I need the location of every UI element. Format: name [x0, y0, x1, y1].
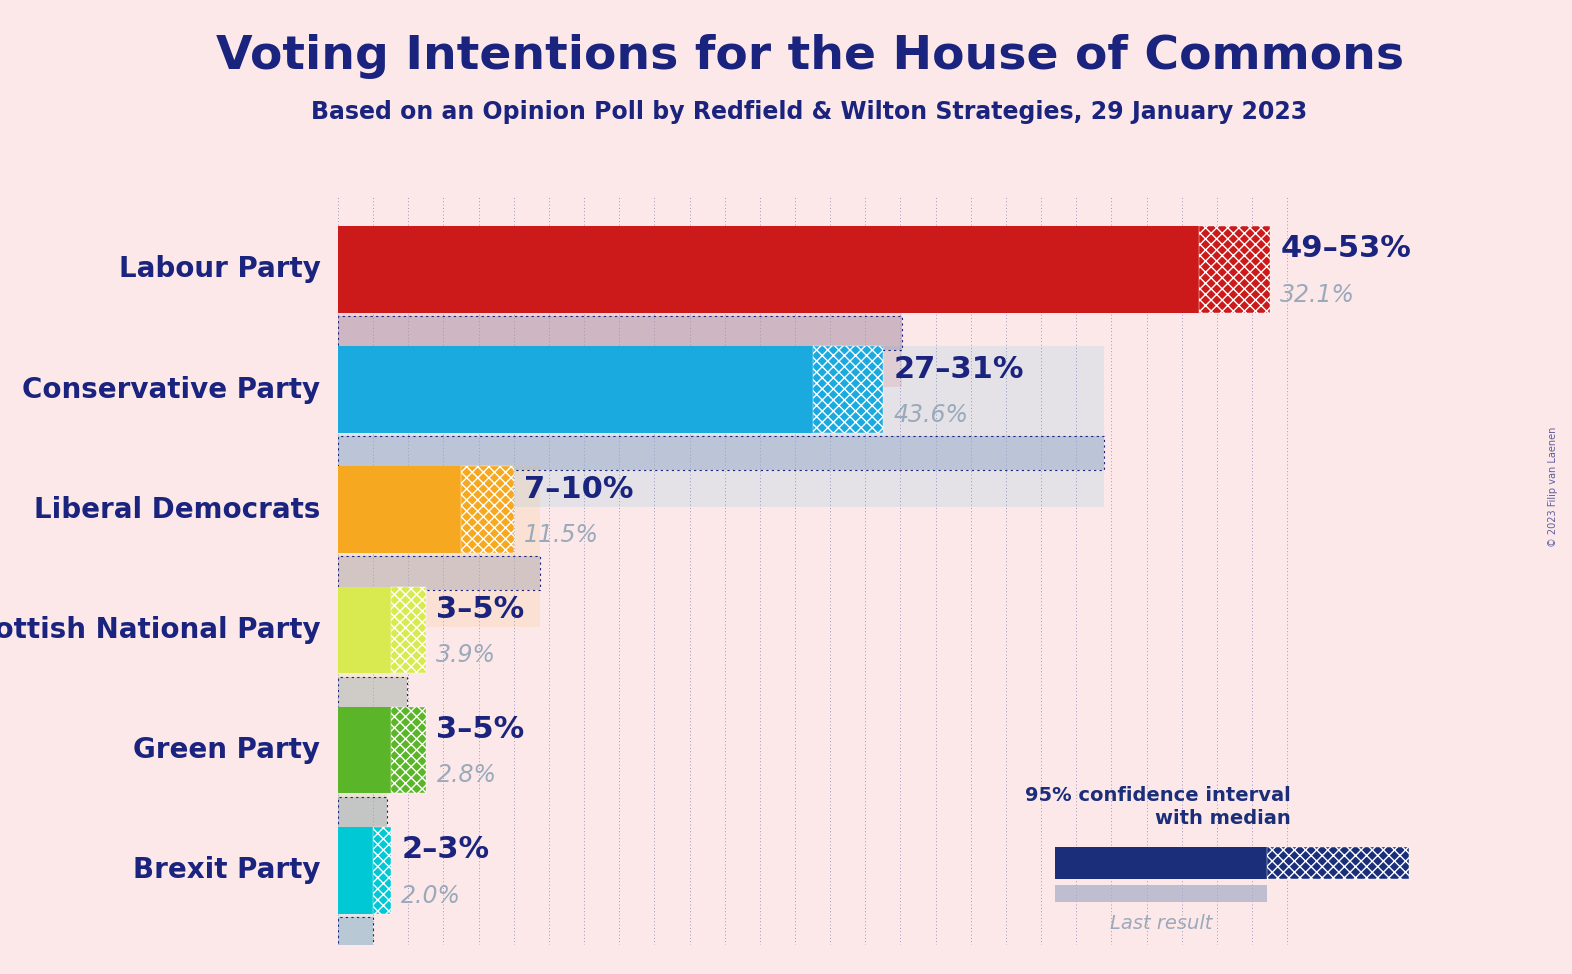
- Text: Brexit Party: Brexit Party: [134, 856, 321, 884]
- Bar: [391, 586, 426, 673]
- Bar: [338, 436, 1105, 469]
- Bar: [338, 436, 1105, 469]
- Text: 7–10%: 7–10%: [525, 474, 634, 504]
- Text: 2–3%: 2–3%: [401, 836, 489, 864]
- Bar: [338, 827, 373, 914]
- Text: 27–31%: 27–31%: [893, 355, 1023, 384]
- Bar: [338, 467, 541, 627]
- Bar: [338, 827, 373, 974]
- Bar: [338, 556, 541, 590]
- Bar: [373, 827, 391, 914]
- Text: 11.5%: 11.5%: [525, 523, 599, 547]
- Text: Labour Party: Labour Party: [118, 255, 321, 283]
- Text: 49–53%: 49–53%: [1280, 235, 1412, 263]
- Bar: [338, 316, 902, 350]
- Text: 95% confidence interval: 95% confidence interval: [1025, 786, 1291, 805]
- Bar: [338, 586, 407, 747]
- Bar: [338, 707, 387, 868]
- Text: Liberal Democrats: Liberal Democrats: [35, 496, 321, 524]
- Text: Based on an Opinion Poll by Redfield & Wilton Strategies, 29 January 2023: Based on an Opinion Poll by Redfield & W…: [311, 100, 1308, 125]
- Bar: [338, 707, 391, 794]
- Text: 2.0%: 2.0%: [401, 883, 461, 908]
- Bar: [338, 316, 902, 350]
- Text: Voting Intentions for the House of Commons: Voting Intentions for the House of Commo…: [215, 34, 1404, 79]
- Bar: [338, 556, 541, 590]
- Bar: [391, 707, 426, 794]
- Bar: [338, 677, 407, 710]
- Text: Green Party: Green Party: [134, 736, 321, 764]
- Bar: [461, 467, 514, 553]
- Bar: [338, 467, 461, 553]
- Text: Scottish National Party: Scottish National Party: [0, 616, 321, 644]
- Bar: [338, 917, 373, 951]
- Bar: [1199, 226, 1270, 313]
- Bar: [1055, 847, 1267, 880]
- Text: 2.8%: 2.8%: [437, 764, 497, 787]
- Bar: [338, 677, 407, 710]
- Bar: [338, 797, 387, 831]
- Text: 3–5%: 3–5%: [437, 715, 525, 744]
- Text: 3.9%: 3.9%: [437, 643, 497, 667]
- Bar: [338, 917, 373, 951]
- Text: Last result: Last result: [1110, 915, 1212, 933]
- Bar: [338, 797, 387, 831]
- Text: © 2023 Filip van Laenen: © 2023 Filip van Laenen: [1548, 427, 1558, 547]
- Bar: [338, 586, 391, 673]
- Text: 3–5%: 3–5%: [437, 595, 525, 624]
- Bar: [813, 346, 883, 432]
- Bar: [338, 226, 1199, 313]
- Bar: [338, 226, 902, 387]
- Bar: [338, 346, 1105, 506]
- Text: 32.1%: 32.1%: [1280, 282, 1355, 307]
- Text: Conservative Party: Conservative Party: [22, 376, 321, 403]
- Bar: [1267, 847, 1409, 880]
- Bar: [338, 346, 813, 432]
- Text: with median: with median: [1155, 808, 1291, 828]
- Bar: [1055, 885, 1267, 902]
- Text: 43.6%: 43.6%: [893, 402, 968, 427]
